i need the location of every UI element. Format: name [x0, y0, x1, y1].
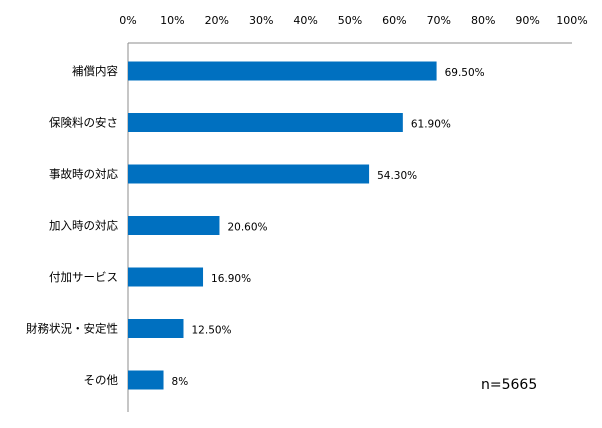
bar	[128, 113, 403, 132]
data-label: 20.60%	[227, 222, 267, 234]
category-label: 付加サービス	[49, 270, 118, 284]
x-tick-label: 100%	[556, 14, 587, 27]
data-label: 69.50%	[445, 67, 485, 79]
category-label: 補償内容	[72, 64, 118, 78]
bar	[128, 216, 220, 235]
bar	[128, 267, 204, 287]
x-tick-label: 30%	[249, 14, 273, 27]
x-tick-label: 40%	[293, 14, 317, 27]
category-label: 保険料の安さ	[49, 116, 118, 130]
data-label: 61.90%	[411, 119, 451, 131]
data-label: 12.50%	[192, 325, 232, 337]
bars: 補償内容 69.50% 保険料の安さ 61.90% 事故時の対応 54.30% 加入時の対応…	[26, 61, 485, 390]
bar	[128, 61, 437, 81]
x-tick-label: 70%	[427, 14, 451, 27]
category-label: 財務状況・安定性	[26, 322, 118, 336]
data-label: 16.90%	[211, 273, 251, 285]
x-tick-label: 50%	[338, 14, 362, 27]
data-label: 54.30%	[377, 170, 417, 182]
category-label: 加入時の対応	[49, 219, 118, 233]
x-tick-label: 10%	[160, 14, 184, 27]
bar	[128, 164, 370, 184]
x-tick-label: 80%	[471, 14, 495, 27]
sample-size-annotation: n=5665	[481, 377, 537, 393]
x-tick-label: 0%	[119, 14, 136, 27]
x-tick-label: 20%	[205, 14, 229, 27]
bar	[128, 319, 184, 338]
category-label: 事故時の対応	[49, 167, 118, 181]
data-label: 8%	[172, 376, 189, 388]
x-tick-label: 90%	[515, 14, 539, 27]
category-label: その他	[84, 373, 119, 387]
x-axis-tick-labels: 0% 10% 20% 30% 40% 50% 60% 70% 80% 90% 100%	[119, 14, 587, 27]
x-tick-label: 60%	[382, 14, 406, 27]
bar	[128, 370, 164, 390]
